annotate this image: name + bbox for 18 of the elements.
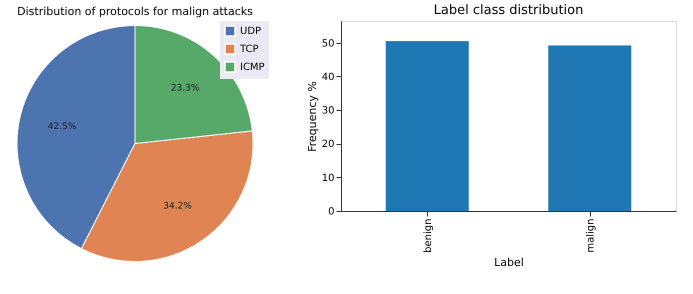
chart-title: Distribution of protocols for malign attacks <box>17 5 254 18</box>
legend-label: ICMP <box>240 62 265 73</box>
legend-label: TCP <box>239 44 259 55</box>
data-label: 34.2% <box>163 201 192 212</box>
y-tick-label: 40 <box>322 72 334 83</box>
y-tick-label: 10 <box>322 172 334 184</box>
y-tick-label: 50 <box>322 38 334 50</box>
y-tick-label: 0 <box>328 206 334 218</box>
x-axis-title: Label <box>494 256 524 269</box>
x-tick-label: benign <box>422 218 434 253</box>
data-label: 42.5% <box>48 122 77 132</box>
x-tick-label: malign <box>585 218 596 253</box>
chart-title: Label class distribution <box>434 3 584 18</box>
y-tick-label: 30 <box>322 106 334 117</box>
data-label: 23.3% <box>170 84 200 94</box>
legend-label: UDP <box>240 26 262 37</box>
y-axis-title: Frequency % <box>306 81 319 152</box>
y-tick-label: 20 <box>322 139 334 150</box>
